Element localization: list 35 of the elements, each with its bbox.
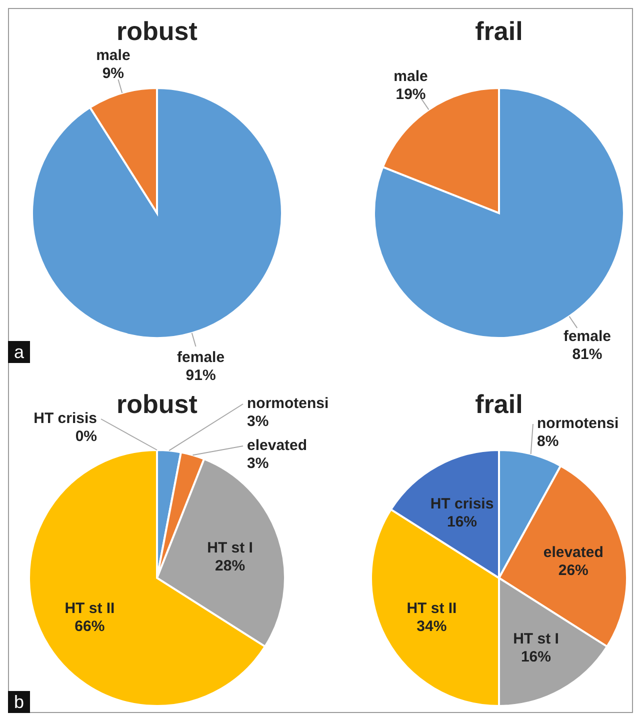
slice-label: elevated xyxy=(247,437,308,454)
text: b xyxy=(14,692,24,712)
slice-label: HT st II xyxy=(64,600,115,617)
slice-label: elevated xyxy=(543,544,604,561)
slice-label: normotensi xyxy=(537,415,619,432)
data-label: 3% xyxy=(247,455,269,472)
slice-label: HT st II xyxy=(406,600,457,617)
slice-label: male xyxy=(96,47,130,64)
slice-label: normotensi xyxy=(247,395,329,412)
data-label: 3% xyxy=(247,413,269,430)
data-label: 26% xyxy=(558,562,588,579)
slice-label: male xyxy=(394,68,428,86)
slice-label: female xyxy=(177,348,225,366)
data-label: 8% xyxy=(537,433,559,450)
text: 0% xyxy=(75,428,97,445)
slice-label: HT st I xyxy=(207,539,253,556)
data-label: 34% xyxy=(416,618,447,635)
slice-label: HT crisis xyxy=(430,496,494,513)
data-label: 16% xyxy=(446,514,478,531)
chart-title: robust xyxy=(116,16,198,46)
data-label: 81% xyxy=(572,346,602,363)
slice-label: female xyxy=(563,328,612,345)
slice-label: HT st I xyxy=(513,630,559,648)
data-label: 16% xyxy=(520,648,552,666)
data-label: 19% xyxy=(396,86,426,104)
data-label: 28% xyxy=(215,557,246,574)
pie-slice xyxy=(31,87,283,339)
data-label: 66% xyxy=(74,618,105,635)
chart-title: frail xyxy=(475,389,523,419)
category-label: HT crisis xyxy=(34,410,97,427)
chart-title: frail xyxy=(475,16,523,46)
data-label: 91% xyxy=(186,366,216,384)
chart-title: robust xyxy=(116,389,198,419)
data-label: 9% xyxy=(102,65,124,82)
text: a xyxy=(14,342,25,362)
